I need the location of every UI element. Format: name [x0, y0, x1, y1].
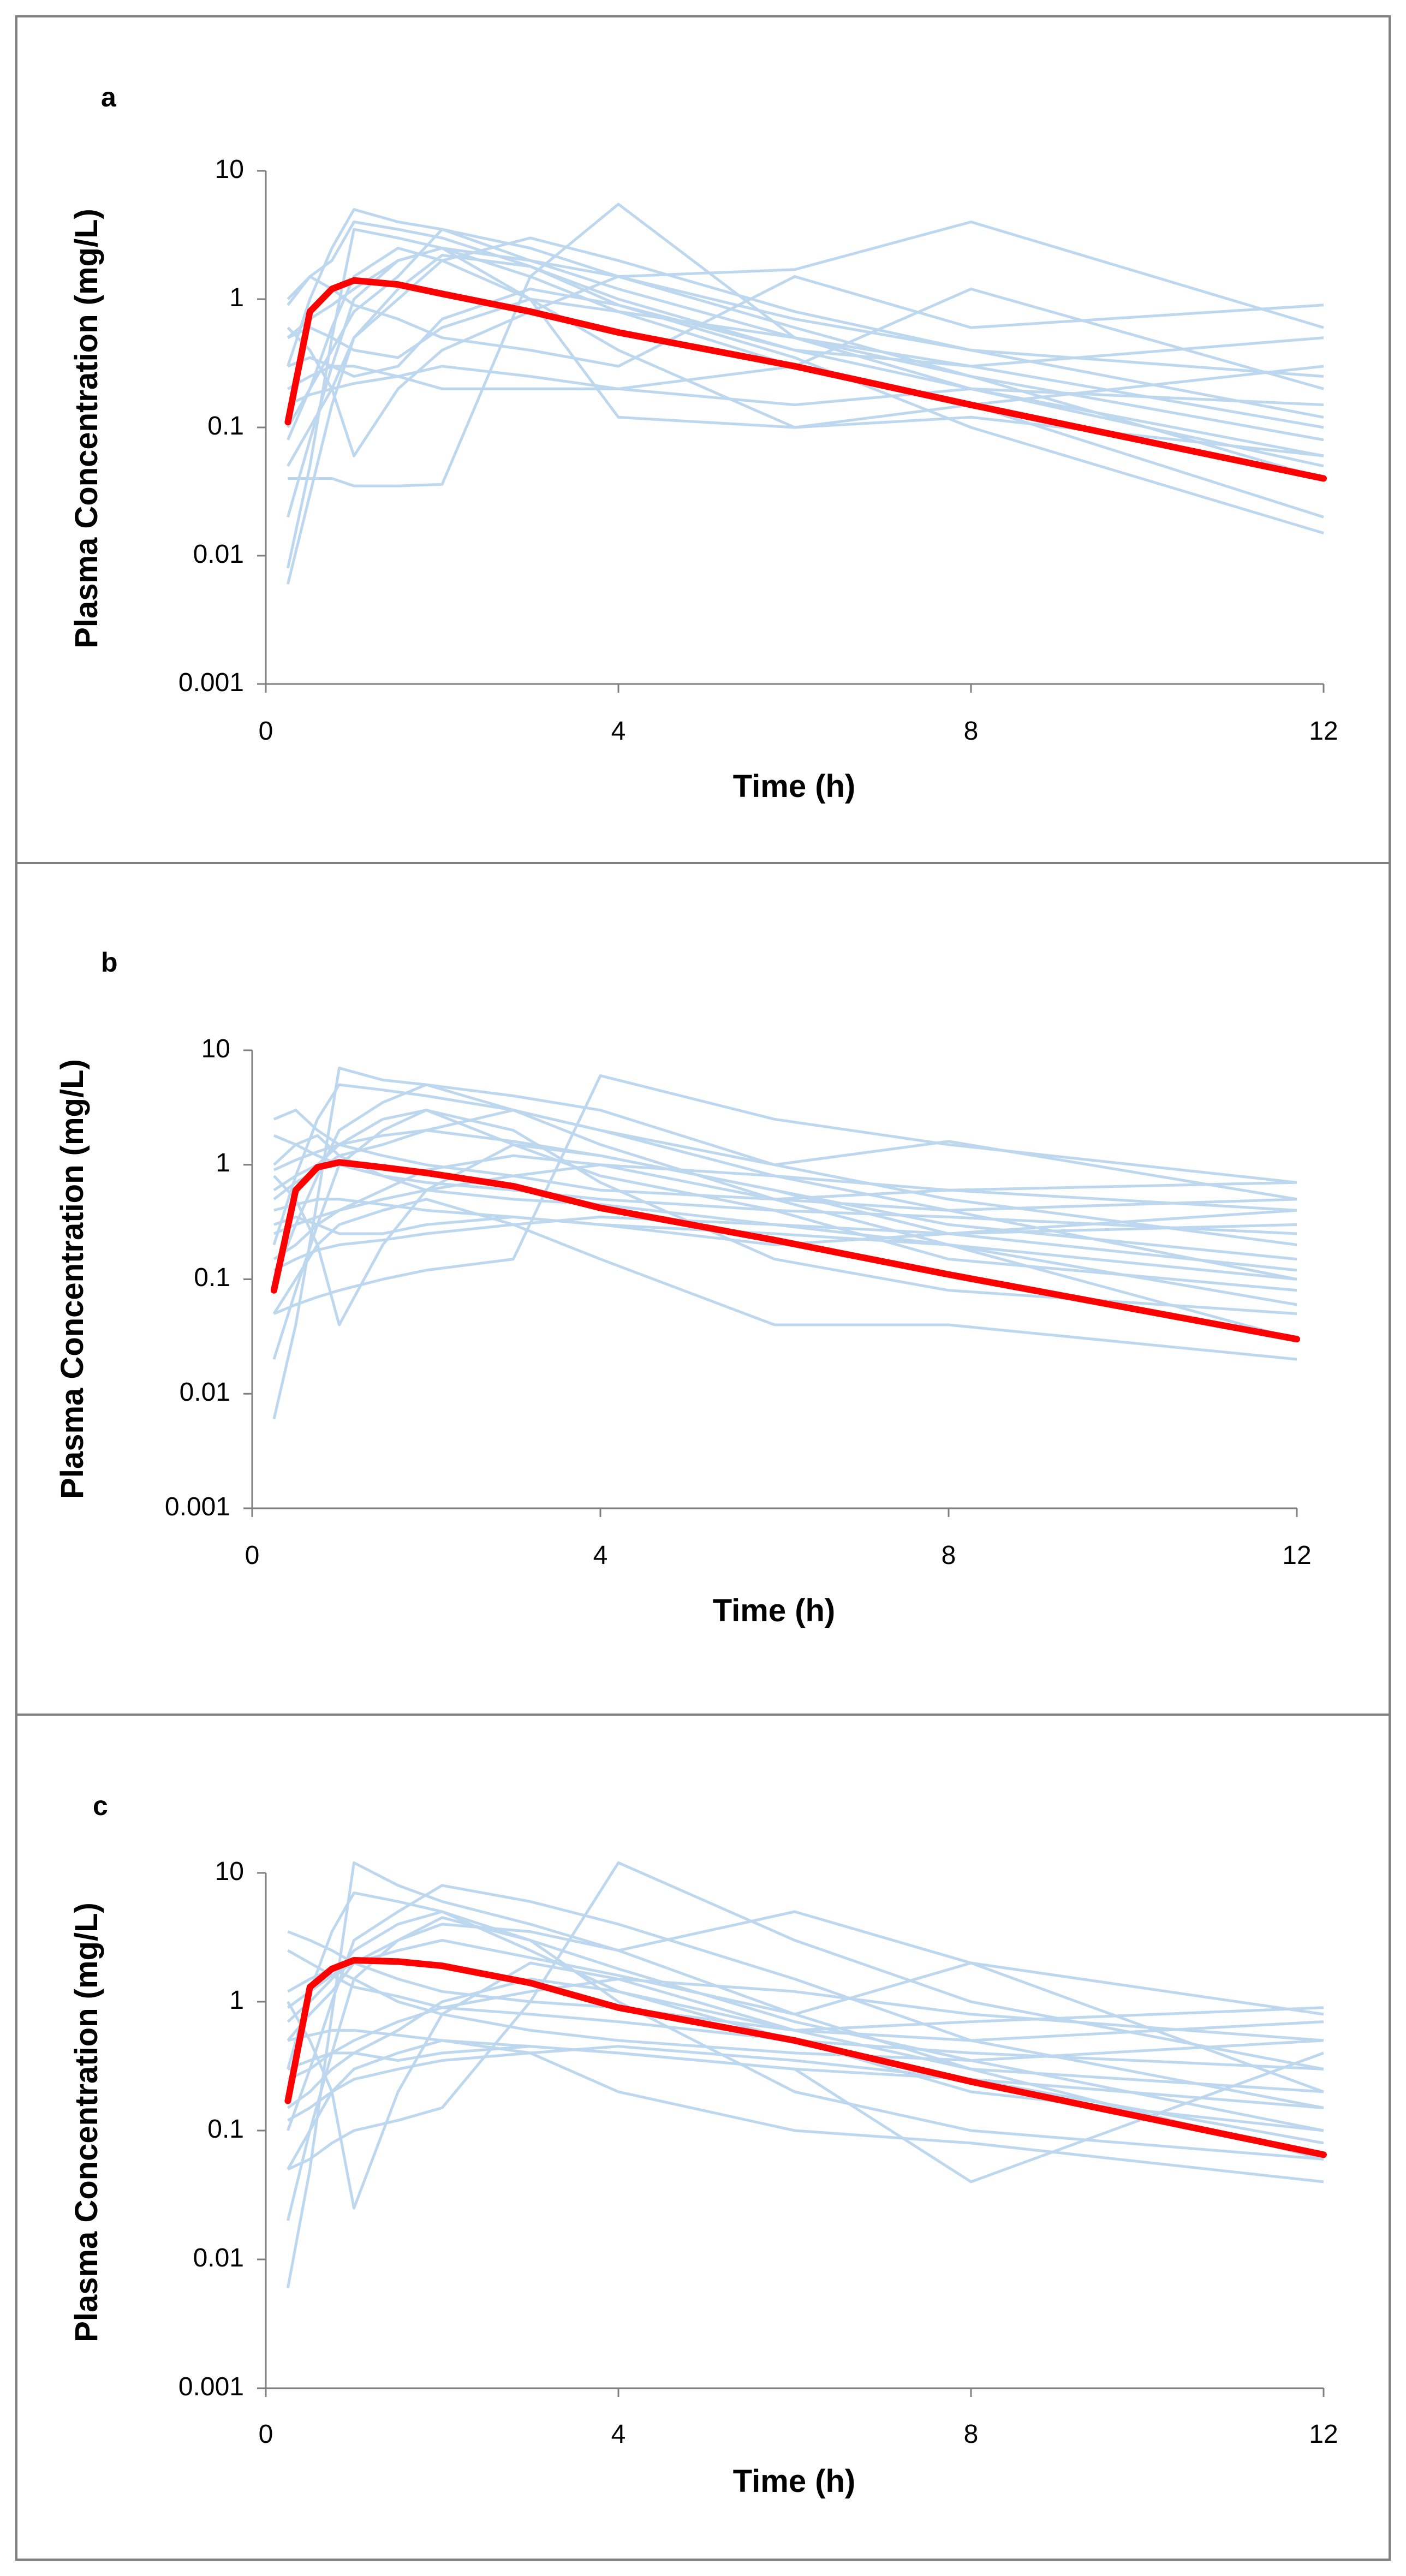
panel-a-label: a [101, 82, 117, 112]
panel-c-ytick-label: 0.01 [193, 2244, 244, 2272]
panel-c-label: c [93, 1790, 108, 1821]
panel-b-individual-line-12 [273, 1198, 1297, 1281]
panel-a-individual-line-10 [287, 275, 1324, 457]
panel-c-xtick-label: 12 [1309, 2420, 1338, 2449]
panel-a-ytick-label: 0.01 [193, 540, 244, 569]
panel-c-y-axis-title: Plasma Concentration (mg/L) [69, 1902, 104, 2342]
panel-a-individual-line-14 [286, 247, 1324, 517]
panel-a: a Plasma Concentration (mg/L) Time (h) 1… [15, 15, 1391, 864]
panel-a-individual-line-11 [287, 247, 1324, 441]
panel-c-individual-line-15 [287, 2045, 1324, 2145]
panel-a-mean-line [284, 277, 1327, 482]
panel-c-xtick-label: 0 [259, 2420, 273, 2449]
panel-c-individual-line-8 [287, 2045, 1324, 2184]
panel-c-ytick-label: 10 [215, 1857, 244, 1886]
panel-b-xtick-label: 0 [245, 1541, 260, 1570]
panel-a-x-ticks: 0 4 8 12 [259, 717, 1338, 746]
panel-c-individual-line-12 [287, 2028, 1324, 2109]
panel-b-individual-line-8 [273, 1209, 1297, 1246]
panel-b-xtick-label: 8 [942, 1541, 956, 1570]
panel-c-individual-line-18 [287, 1938, 1324, 2093]
panel-b-xtick-label: 12 [1282, 1541, 1311, 1570]
panel-c-xtick-label: 4 [611, 2420, 626, 2449]
panel-b-ytick-label: 0.01 [180, 1378, 230, 1407]
panel-c-individual-line-16 [287, 1910, 1324, 2132]
panel-b-y-axis-title: Plasma Concentration (mg/L) [55, 1059, 90, 1499]
panel-c-individual-line-17 [287, 1977, 1324, 2081]
panel-c-ytick-label: 0.1 [207, 2115, 244, 2144]
panel-b-individual-line-5 [273, 1074, 1297, 1315]
panel-c-individual-line-13 [286, 1916, 1324, 2221]
panel-c-individual-line-6 [287, 1910, 1324, 2042]
panel-b-individual-line-15 [273, 1215, 1297, 1306]
panel-b-individual-line-14 [273, 1134, 1297, 1235]
panel-c-individual-line-3 [287, 1930, 1324, 2042]
panel-a-plot [257, 170, 1327, 693]
panel-a-xtick-label: 4 [611, 717, 626, 746]
panel-c-mean-line [284, 1957, 1327, 2158]
panel-b-xtick-label: 4 [593, 1541, 608, 1570]
panel-b-individual-line-16 [273, 1109, 1297, 1292]
panel-c-x-ticks: 0 4 8 12 [259, 2420, 1338, 2449]
panel-a-y-ticks: 10 1 0.1 0.01 0.001 [178, 155, 244, 697]
panel-a-xtick-label: 0 [259, 717, 273, 746]
panel-b-individual-line-11 [272, 1198, 1297, 1361]
panel-b-individual-line-4 [272, 1083, 1297, 1280]
panel-c: c Plasma Concentration (mg/L) Time (h) 1… [15, 1714, 1391, 2561]
panel-a-individual-line-15 [287, 298, 1324, 442]
panel-a-ytick-label: 1 [229, 283, 244, 312]
panel-a-xtick-label: 12 [1309, 717, 1338, 746]
panel-c-x-axis-title: Time (h) [733, 2464, 856, 2499]
panel-a-individual-line-9 [287, 365, 1324, 407]
panel-b-x-axis-title: Time (h) [713, 1593, 836, 1628]
panel-b-y-ticks: 10 1 0.1 0.01 0.001 [165, 1034, 230, 1521]
panel-a-individual-line-3 [287, 221, 1324, 468]
panel-b-ytick-label: 1 [216, 1149, 230, 1177]
panel-c-ytick-label: 1 [229, 1986, 244, 2015]
panel-a-ytick-label: 0.001 [178, 668, 244, 697]
panel-c-individual-line-5 [287, 1861, 1324, 2171]
panel-b-x-ticks: 0 4 8 12 [245, 1541, 1312, 1570]
panel-a-y-axis-title: Plasma Concentration (mg/L) [69, 209, 104, 649]
panel-a-individual-line-12 [287, 287, 1324, 378]
panel-a-ytick-label: 10 [215, 155, 244, 184]
panel-c-y-ticks: 10 1 0.1 0.01 0.001 [178, 1857, 244, 2401]
panel-b-ytick-label: 0.1 [194, 1263, 230, 1292]
panel-b-individual-line-18 [273, 1129, 1297, 1272]
panel-c-plot [257, 1861, 1327, 2397]
panel-b-ytick-label: 0.001 [165, 1492, 230, 1521]
panel-a-xtick-label: 8 [964, 717, 979, 746]
panel-a-individual-line-8 [287, 275, 1324, 368]
panel-b-individual-line-17 [273, 1163, 1297, 1235]
panel-b-mean-line [270, 1159, 1300, 1343]
panel-a-ytick-label: 0.1 [207, 412, 244, 441]
panel-a-x-axis-title: Time (h) [733, 769, 856, 804]
panel-b-ytick-label: 10 [201, 1034, 230, 1063]
panel-c-border [15, 1714, 1391, 2561]
panel-b-label: b [101, 947, 118, 978]
panel-b-plot [243, 1049, 1300, 1517]
panel-b: b Plasma Concentration (mg/L) Time (h) 1… [15, 862, 1391, 1716]
panel-c-ytick-label: 0.001 [178, 2372, 244, 2401]
panel-c-xtick-label: 8 [964, 2420, 979, 2449]
